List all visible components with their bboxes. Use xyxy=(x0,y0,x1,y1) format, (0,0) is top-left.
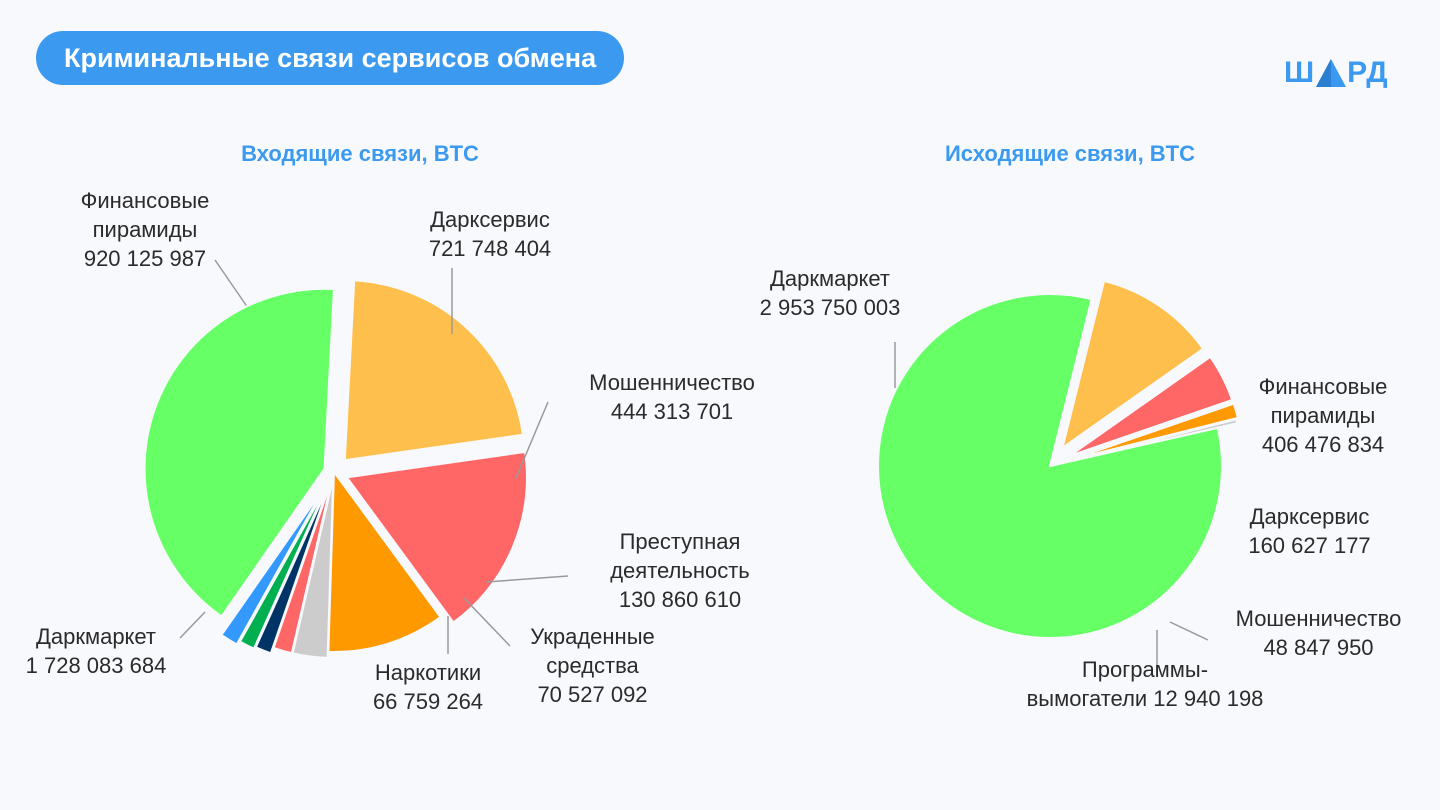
leader-line xyxy=(214,259,249,309)
pie-label-line: 920 125 987 xyxy=(83,246,207,271)
logo-text-after: РД xyxy=(1347,56,1389,89)
pie-slice-in-0 xyxy=(343,279,525,462)
pie-label-line: Даркмаркет xyxy=(35,624,157,649)
pie-label-line: 160 627 177 xyxy=(1248,533,1371,558)
pie-label-line: Программы- xyxy=(1081,657,1209,682)
pie-slice-out-1 xyxy=(1069,355,1234,457)
pie-label-line: 406 476 834 xyxy=(1261,432,1385,457)
pie-label-line: 444 313 701 xyxy=(610,399,734,424)
pie-label-in-8: Даркмаркет 1 728 083 684 xyxy=(6,622,186,680)
pie-label-out-4: Даркмаркет 2 953 750 003 xyxy=(730,264,930,322)
pie-slice-in-7 xyxy=(220,486,326,646)
page-title-text: Криминальные связи сервисов обмена xyxy=(64,42,597,73)
chart-title-outgoing: Исходящие связи, BTC xyxy=(944,141,1196,166)
pie-label-in-7: Наркотики 66 759 264 xyxy=(348,658,508,716)
triangle-a-icon xyxy=(1316,59,1347,87)
pie-label-line: 48 847 950 xyxy=(1263,635,1374,660)
logo-text-before: Ш xyxy=(1284,56,1316,89)
pie-slice-in-2 xyxy=(327,469,442,653)
pie-slice-out-3 xyxy=(1069,418,1239,463)
pie-label-out-0: Финансовые пирамиды 406 476 834 xyxy=(1228,372,1418,459)
page-title: Криминальные связи сервисов обмена xyxy=(36,31,625,85)
pie-label-line: Мошенничество xyxy=(589,370,755,395)
pie-label-line: Наркотики xyxy=(374,660,482,685)
pie-slice-in-6 xyxy=(238,484,329,651)
pie-label-out-3: Программы-вымогатели 12 940 198 xyxy=(1000,655,1290,713)
pie-label-line: деятельность xyxy=(610,558,750,583)
pie-chart-incoming xyxy=(143,259,569,659)
leader-line xyxy=(485,575,569,583)
pie-chart-outgoing xyxy=(877,279,1240,672)
pie-slice-out-4 xyxy=(877,293,1223,639)
pie-slice-in-5 xyxy=(254,482,331,655)
pie-label-line: пирамиды xyxy=(1270,403,1376,428)
leader-line xyxy=(179,611,206,639)
pie-label-in-1: Дарксервис 721 748 404 xyxy=(395,205,585,263)
leader-line xyxy=(1169,621,1209,641)
pie-label-line: Украденные xyxy=(530,624,655,649)
pie-label-line: Финансовые xyxy=(80,188,210,213)
pie-label-in-3: Преступная деятельность 130 860 610 xyxy=(580,527,780,614)
leader-line xyxy=(515,401,549,479)
pie-slice-out-0 xyxy=(1060,279,1205,451)
pie-label-line: средства xyxy=(546,653,639,678)
pie-label-line: 66 759 264 xyxy=(372,689,484,714)
pie-label-in-0: Финансовые пирамиды 920 125 987 xyxy=(50,186,240,273)
pie-label-line: Дарксервис xyxy=(1249,504,1370,529)
pie-label-line: 1 728 083 684 xyxy=(25,653,167,678)
pie-label-line: вымогатели 12 940 198 xyxy=(1026,686,1264,711)
pie-label-in-4: Украденные средства 70 527 092 xyxy=(505,622,680,709)
pie-label-line: Дарксервис xyxy=(430,207,550,232)
pie-label-line: Финансовые xyxy=(1258,374,1388,399)
pie-label-line: 70 527 092 xyxy=(537,682,648,707)
pie-label-in-2: Мошенничество 444 313 701 xyxy=(562,368,782,426)
pie-label-line: 2 953 750 003 xyxy=(759,295,901,320)
pie-label-line: Мошенничество xyxy=(1235,606,1402,631)
pie-slice-out-2 xyxy=(1070,402,1240,461)
pie-slice-in-8 xyxy=(143,287,336,618)
pie-label-line: 130 860 610 xyxy=(618,587,742,612)
pie-slice-in-1 xyxy=(345,450,528,624)
pie-label-line: пирамиды xyxy=(92,217,198,242)
logo: Ш РД xyxy=(1284,58,1389,88)
pie-label-line: 721 748 404 xyxy=(428,236,552,261)
chart-title-incoming: Входящие связи, BTC xyxy=(241,141,479,166)
pie-label-line: Даркмаркет xyxy=(769,266,891,291)
leader-line xyxy=(463,597,511,647)
pie-label-line: Преступная xyxy=(619,529,741,554)
pie-label-out-2: Мошенничество 48 847 950 xyxy=(1206,604,1431,662)
pie-label-out-1: Дарксервис 160 627 177 xyxy=(1222,502,1397,560)
